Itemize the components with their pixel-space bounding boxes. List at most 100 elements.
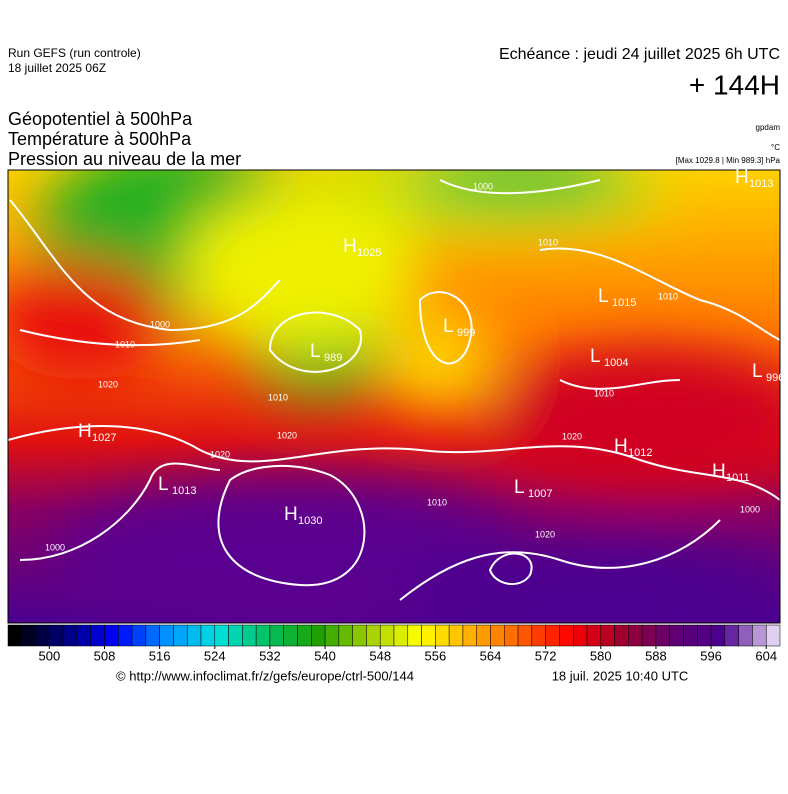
isobar-label: 1020 bbox=[98, 379, 118, 389]
center-pressure: 1013 bbox=[172, 485, 196, 497]
title-line: Pression au niveau de la mer bbox=[8, 149, 241, 169]
colorbar-swatch bbox=[628, 624, 643, 647]
center-pressure: 1007 bbox=[528, 488, 552, 500]
colorbar-swatch bbox=[145, 624, 160, 647]
center-pressure: 989 bbox=[324, 352, 342, 364]
colorbar-swatch bbox=[669, 624, 684, 647]
colorbar-swatch bbox=[697, 624, 712, 647]
colorbar-swatch bbox=[255, 624, 271, 647]
center-pressure: 1030 bbox=[298, 515, 322, 527]
center-pressure: 1004 bbox=[604, 357, 628, 369]
colorbar-swatch bbox=[214, 624, 229, 647]
colorbar-tick-label: 540 bbox=[314, 648, 336, 663]
center-pressure: 996 bbox=[766, 372, 784, 384]
center-pressure: 1027 bbox=[92, 432, 116, 444]
map-frame bbox=[7, 169, 781, 624]
colorbar-swatch bbox=[586, 624, 602, 647]
colorbar-swatch bbox=[90, 624, 105, 647]
colorbar-swatch bbox=[462, 624, 477, 647]
isobar-label: 1020 bbox=[210, 449, 230, 459]
colorbar-swatch bbox=[62, 624, 78, 647]
isobar-label: 1020 bbox=[277, 430, 297, 440]
isobar-label: 1010 bbox=[594, 388, 614, 398]
center-type: L bbox=[590, 346, 601, 367]
colorbar-swatch bbox=[545, 624, 560, 647]
title-line: Géopotentiel à 500hPa bbox=[8, 109, 193, 129]
colorbar-tick-label: 508 bbox=[94, 648, 116, 663]
colorbar-swatch bbox=[641, 624, 657, 647]
center-type: L bbox=[598, 286, 609, 307]
colorbar-swatch bbox=[765, 624, 781, 647]
isobar-label: 1010 bbox=[427, 497, 447, 507]
colorbar-swatch bbox=[242, 624, 257, 647]
colorbar-tick-label: 572 bbox=[535, 648, 557, 663]
colorbar-tick-label: 596 bbox=[700, 648, 722, 663]
generated-time: 18 juil. 2025 10:40 UTC bbox=[552, 668, 689, 683]
isobar-label: 1000 bbox=[150, 319, 170, 329]
center-type: L bbox=[514, 477, 525, 498]
isobar-label: 1020 bbox=[535, 529, 555, 539]
center-pressure: 1012 bbox=[628, 447, 652, 459]
center-pressure: 999 bbox=[457, 327, 475, 339]
run-label: Run GEFS (run controle) bbox=[8, 46, 141, 60]
map bbox=[8, 170, 780, 623]
colorbar-swatch bbox=[655, 624, 670, 647]
isobar-label: 1000 bbox=[740, 504, 760, 514]
colorbar-swatch bbox=[366, 624, 381, 647]
colorbar-swatch bbox=[407, 624, 422, 647]
colorbar-swatch bbox=[490, 624, 505, 647]
colorbar-swatch bbox=[738, 624, 753, 647]
unit-label: °C bbox=[771, 143, 780, 152]
colorbar-swatch bbox=[186, 624, 202, 647]
center-type: H bbox=[735, 167, 749, 188]
colorbar-swatch bbox=[76, 624, 91, 647]
center-type: H bbox=[712, 461, 726, 482]
center-pressure: 1015 bbox=[612, 297, 636, 309]
valid-time: Echéance : jeudi 24 juillet 2025 6h UTC bbox=[499, 46, 780, 63]
colorbar-tick-label: 580 bbox=[590, 648, 612, 663]
colorbar-swatch bbox=[559, 624, 574, 647]
center-type: H bbox=[78, 421, 92, 442]
source-credit: © http://www.infoclimat.fr/z/gefs/europe… bbox=[116, 668, 414, 683]
colorbar-swatch bbox=[504, 624, 519, 647]
colorbar-swatch bbox=[600, 624, 615, 647]
unit-label: gpdam bbox=[756, 123, 781, 132]
colorbar-tick-label: 556 bbox=[425, 648, 447, 663]
colorbar-swatch bbox=[448, 624, 464, 647]
center-type: H bbox=[614, 436, 628, 457]
center-type: L bbox=[310, 341, 321, 362]
extremes-label: [Max 1029.8 | Min 989.3] hPa bbox=[676, 156, 781, 165]
colorbar-tick-label: 516 bbox=[149, 648, 171, 663]
isobar-label: 1010 bbox=[115, 339, 135, 349]
colorbar-tick-label: 500 bbox=[39, 648, 61, 663]
isobar-label: 1010 bbox=[268, 392, 288, 402]
title-line: Température à 500hPa bbox=[8, 129, 192, 149]
colorbar-swatch bbox=[614, 624, 629, 647]
colorbar-swatch bbox=[104, 624, 119, 647]
colorbar-tick-label: 524 bbox=[204, 648, 226, 663]
colorbar-swatch bbox=[311, 624, 326, 647]
colorbar-swatch bbox=[21, 624, 36, 647]
colorbar-swatch bbox=[352, 624, 367, 647]
colorbar-swatch bbox=[572, 624, 588, 647]
colorbar-swatch bbox=[7, 624, 23, 647]
colorbar-swatch bbox=[49, 624, 64, 647]
colorbar-swatch bbox=[35, 624, 50, 647]
colorbar-swatch bbox=[269, 624, 284, 647]
run-date: 18 juillet 2025 06Z bbox=[8, 61, 106, 75]
colorbar-swatch bbox=[435, 624, 450, 647]
colorbar-swatch bbox=[710, 624, 726, 647]
colorbar-swatch bbox=[421, 624, 436, 647]
colorbar-swatch bbox=[173, 624, 188, 647]
center-type: L bbox=[158, 474, 169, 495]
center-pressure: 1011 bbox=[726, 472, 750, 484]
colorbar-swatch bbox=[297, 624, 312, 647]
colorbar-swatch bbox=[283, 624, 298, 647]
colorbar-swatch bbox=[379, 624, 395, 647]
colorbar-swatch bbox=[476, 624, 491, 647]
colorbar-swatch bbox=[338, 624, 353, 647]
center-pressure: 1025 bbox=[357, 247, 381, 259]
colorbar-swatch bbox=[324, 624, 340, 647]
center-type: H bbox=[284, 504, 298, 525]
